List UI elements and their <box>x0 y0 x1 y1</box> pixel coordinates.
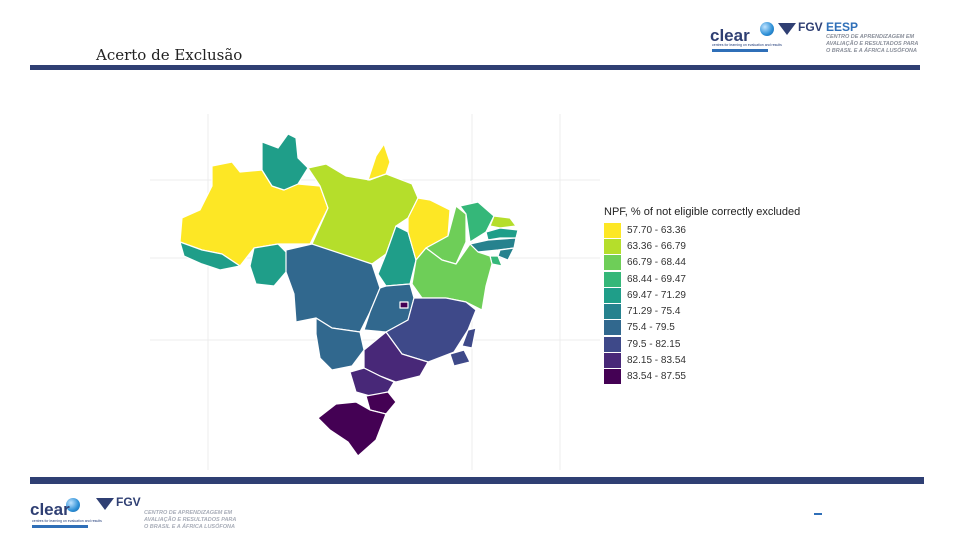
state-parana <box>349 367 395 397</box>
footer-divider <box>30 477 924 484</box>
legend-item: 63.36 - 66.79 <box>604 238 844 254</box>
eesp-logo-text: EESP <box>826 20 859 34</box>
legend-label: 69.47 - 71.29 <box>627 289 686 301</box>
legend-swatch <box>604 222 621 238</box>
state-amapa <box>367 143 391 181</box>
state-roraima <box>261 133 309 191</box>
page-title: Acerto de Exclusão <box>96 46 243 64</box>
legend-item: 66.79 - 68.44 <box>604 255 844 271</box>
clear-logo-subtitle: centres for learning on evaluation and r… <box>712 43 782 47</box>
legend-label: 79.5 - 82.15 <box>627 338 681 350</box>
state-alagoas <box>497 247 515 261</box>
clear-logo-subtitle: centres for learning on evaluation and r… <box>32 519 102 523</box>
state-rondonia <box>249 243 291 287</box>
legend-swatch <box>604 287 621 303</box>
clear-logo-text: clear <box>30 500 70 519</box>
state-tocantins <box>377 225 417 287</box>
legend-swatch <box>604 369 621 385</box>
state-espirito-santo <box>461 327 477 349</box>
legend-swatch <box>604 353 621 369</box>
footer-logos: clear centres for learning on evaluation… <box>28 494 258 536</box>
state-rio-grande-do-sul <box>317 401 387 457</box>
legend-label: 63.36 - 66.79 <box>627 240 686 252</box>
state-rio-de-janeiro <box>449 349 471 367</box>
clear-globe-icon <box>66 498 80 512</box>
clear-logo-bar <box>712 49 768 52</box>
legend-label: 68.44 - 69.47 <box>627 273 686 285</box>
header-divider <box>30 65 920 70</box>
legend-items: 57.70 - 63.36 63.36 - 66.79 66.79 - 68.44 6… <box>604 222 844 385</box>
legend-label: 71.29 - 75.4 <box>627 306 681 318</box>
legend-item: 82.15 - 83.54 <box>604 352 844 369</box>
fgv-logo-text: FGV <box>798 20 823 34</box>
map-legend: NPF, % of not eligible correctly exclude… <box>604 206 844 385</box>
clear-logo-text: clear <box>710 26 750 45</box>
state-santa-catarina <box>365 391 397 415</box>
legend-label: 66.79 - 68.44 <box>627 257 686 269</box>
fgv-chevron-icon <box>96 498 114 510</box>
state-acre <box>179 241 241 271</box>
legend-swatch <box>604 320 621 336</box>
clear-logo-bar <box>32 525 88 528</box>
legend-swatch <box>604 336 621 352</box>
legend-item: 57.70 - 63.36 <box>604 222 844 238</box>
legend-swatch <box>604 238 621 254</box>
map-canvas <box>150 114 600 470</box>
legend-swatch <box>604 304 621 320</box>
fgv-logo-subtitle: CENTRO DE APRENDIZAGEM EM AVALIAÇÃO E RE… <box>826 34 919 54</box>
brazil-choropleth-map <box>150 114 600 470</box>
legend-label: 75.4 - 79.5 <box>627 322 675 334</box>
state-distrito-federal <box>399 301 409 309</box>
header-logos: clear centres for learning on evaluation… <box>708 18 938 60</box>
legend-item: 71.29 - 75.4 <box>604 303 844 320</box>
legend-swatch <box>604 271 621 287</box>
state-rio-grande-do-norte <box>489 215 517 229</box>
legend-label: 83.54 - 87.55 <box>627 371 686 383</box>
legend-label: 82.15 - 83.54 <box>627 355 686 367</box>
legend-title: NPF, % of not eligible correctly exclude… <box>604 206 801 218</box>
legend-item: 79.5 - 82.15 <box>604 336 844 352</box>
legend-item: 69.47 - 71.29 <box>604 287 844 303</box>
fgv-logo-subtitle: CENTRO DE APRENDIZAGEM EM AVALIAÇÃO E RE… <box>144 510 237 530</box>
fgv-chevron-icon <box>778 23 796 35</box>
legend-item: 68.44 - 69.47 <box>604 271 844 287</box>
legend-swatch <box>604 255 621 271</box>
fgv-logo-text: FGV <box>116 495 141 509</box>
legend-item: 75.4 - 79.5 <box>604 320 844 336</box>
legend-label: 57.70 - 63.36 <box>627 224 686 236</box>
state-mato-grosso-do-sul <box>315 317 365 371</box>
page-number-marker <box>814 513 822 515</box>
state-para <box>307 163 419 265</box>
legend-item: 83.54 - 87.55 <box>604 369 844 385</box>
clear-globe-icon <box>760 22 774 36</box>
